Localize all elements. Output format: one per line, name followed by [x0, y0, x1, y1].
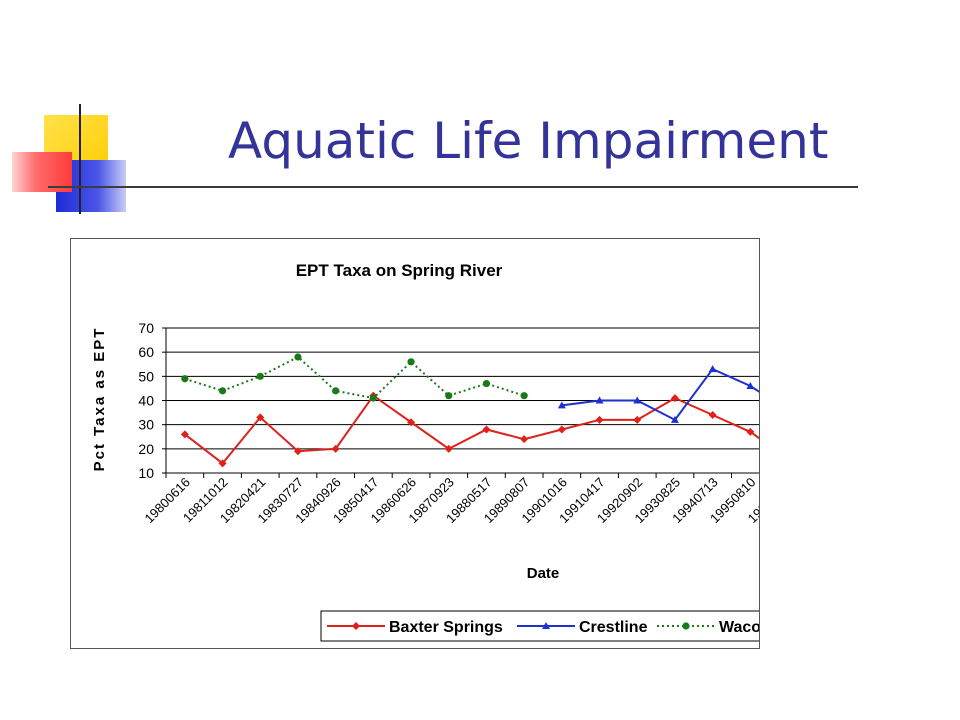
data-point-baxter-springs	[633, 415, 642, 424]
slide-title: Aquatic Life Impairment	[228, 112, 829, 170]
data-point-waco	[482, 379, 491, 388]
chart-title: EPT Taxa on Spring River	[296, 261, 503, 280]
legend-marker-baxter-springs	[352, 622, 360, 630]
data-point-crestline	[633, 396, 642, 404]
plot-area: 1020304050607019800616198110121982042119…	[138, 320, 759, 526]
y-tick-label: 30	[138, 417, 154, 433]
data-point-waco	[407, 358, 415, 366]
y-tick-label: 50	[138, 368, 154, 384]
legend-label-baxter-springs: Baxter Springs	[389, 619, 503, 636]
data-point-baxter-springs	[520, 435, 529, 444]
decor-vertical-line	[79, 104, 81, 214]
y-tick-label: 10	[138, 465, 154, 481]
data-point-baxter-springs	[180, 430, 189, 439]
x-axis-label: Date	[527, 565, 560, 582]
series-line-crestline	[561, 367, 759, 422]
data-point-baxter-springs	[218, 459, 227, 468]
data-point-crestline	[595, 396, 604, 404]
data-point-crestline	[708, 365, 717, 373]
y-tick-label: 20	[138, 441, 154, 457]
data-point-baxter-springs	[595, 415, 604, 424]
data-point-baxter-springs	[444, 444, 453, 453]
legend: Baxter Springs Crestline Waco	[320, 610, 759, 642]
data-point-baxter-springs	[482, 425, 491, 434]
data-point-baxter-springs	[331, 444, 340, 453]
legend-marker-crestline	[542, 622, 550, 629]
data-point-waco	[445, 392, 453, 400]
data-point-crestline	[670, 415, 679, 423]
data-point-waco	[181, 375, 189, 383]
data-point-waco	[256, 372, 264, 380]
data-point-waco	[369, 394, 377, 402]
data-point-crestline	[746, 382, 755, 389]
data-point-baxter-springs	[708, 411, 717, 419]
legend-label-waco: Waco	[719, 619, 759, 636]
y-tick-label: 60	[138, 344, 154, 360]
data-point-baxter-springs	[557, 425, 566, 434]
y-tick-label: 40	[138, 393, 154, 409]
data-point-waco	[294, 353, 302, 361]
y-tick-label: 70	[138, 320, 154, 336]
data-point-baxter-springs	[293, 447, 302, 456]
title-underline	[48, 186, 858, 188]
legend-marker-waco	[682, 622, 690, 630]
data-point-waco	[520, 392, 528, 400]
y-axis-label: Pct Taxa as EPT	[91, 327, 108, 472]
data-point-waco	[218, 387, 227, 395]
legend-label-crestline: Crestline	[579, 619, 648, 636]
data-point-baxter-springs	[746, 427, 755, 436]
series-line-baxter-springs	[184, 394, 759, 465]
chart: EPT Taxa on Spring River Pct Taxa as EPT…	[91, 261, 759, 642]
data-point-crestline	[557, 401, 566, 409]
data-point-baxter-springs	[407, 418, 416, 427]
data-point-waco	[332, 387, 340, 395]
data-point-baxter-springs	[670, 394, 679, 403]
data-point-baxter-springs	[256, 413, 265, 422]
chart-frame: EPT Taxa on Spring River Pct Taxa as EPT…	[70, 238, 760, 649]
decor-red-square	[12, 152, 72, 192]
